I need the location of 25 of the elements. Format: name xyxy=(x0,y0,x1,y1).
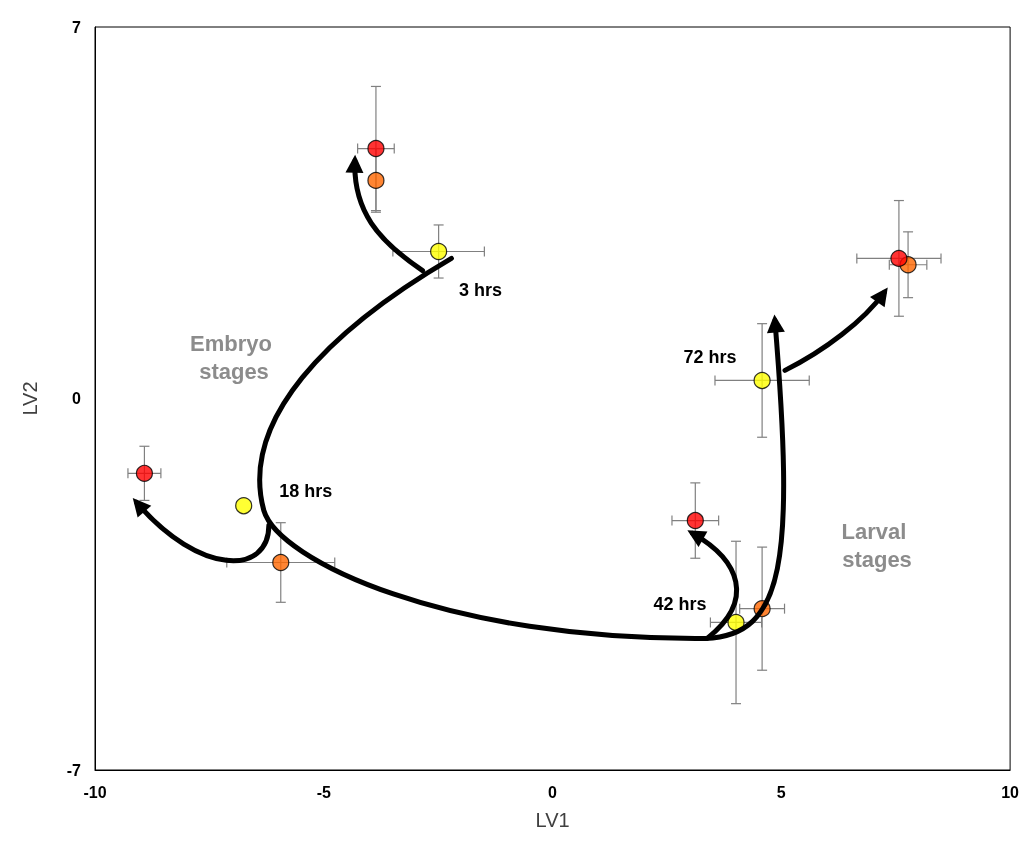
point xyxy=(890,249,908,267)
annotation: Embryo stages xyxy=(189,330,279,384)
point xyxy=(135,464,154,482)
x-tick-label: 10 xyxy=(1001,783,1020,801)
point xyxy=(272,553,290,572)
point xyxy=(753,371,771,390)
annotation: Larval stages xyxy=(841,518,913,572)
annotation: 18 hrs xyxy=(279,480,333,501)
annotation: 42 hrs xyxy=(653,594,707,615)
point xyxy=(367,171,385,189)
annotation: 3 hrs xyxy=(459,280,503,301)
y-tick-label: 0 xyxy=(72,390,82,407)
y-axis-title: LV2 xyxy=(19,381,41,416)
x-tick-label: -5 xyxy=(316,783,331,801)
y-tick-label: -7 xyxy=(66,761,82,779)
point xyxy=(235,497,253,515)
point xyxy=(367,139,385,158)
x-tick-label: 0 xyxy=(548,783,558,801)
point xyxy=(686,511,704,530)
y-tick-label: 7 xyxy=(72,18,82,36)
x-tick-label: 5 xyxy=(776,783,786,801)
x-tick-label: -10 xyxy=(83,783,107,801)
point xyxy=(430,242,448,261)
x-axis-title: LV1 xyxy=(535,809,570,831)
annotation: 72 hrs xyxy=(683,347,737,368)
